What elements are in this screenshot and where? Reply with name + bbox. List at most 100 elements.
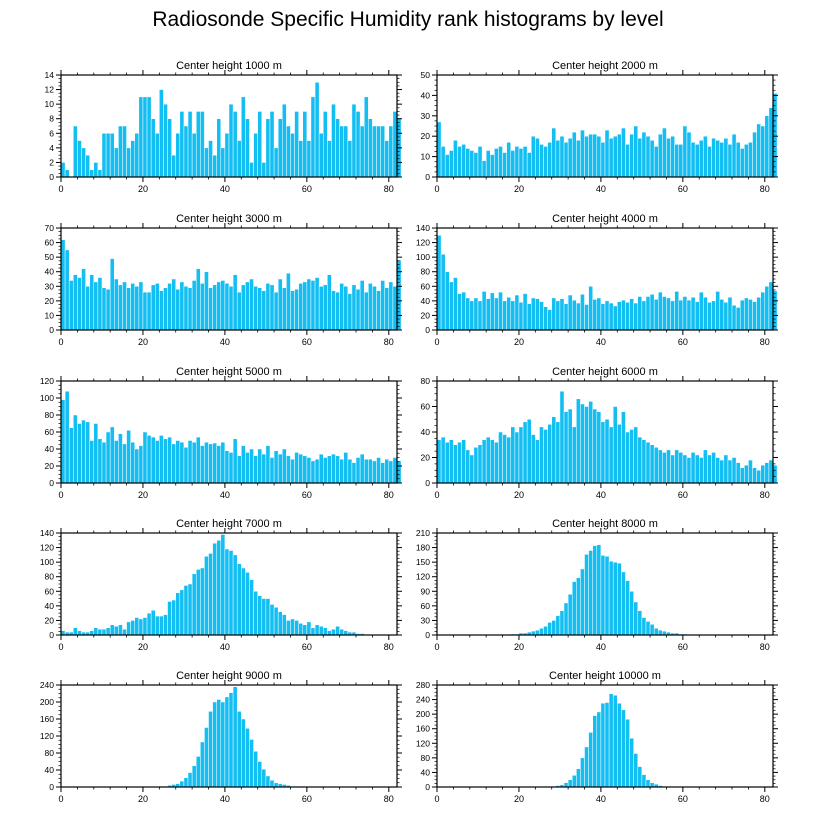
histogram-bar bbox=[93, 627, 99, 636]
histogram-bar bbox=[314, 277, 320, 331]
histogram-bar bbox=[629, 133, 634, 178]
histogram-bar bbox=[130, 140, 136, 178]
histogram-bar bbox=[64, 169, 70, 178]
x-tick-label: 20 bbox=[138, 490, 148, 500]
y-tick-label: 280 bbox=[416, 680, 430, 690]
histogram-bar bbox=[306, 140, 312, 178]
histogram-bar bbox=[678, 452, 684, 484]
x-tick-label: 40 bbox=[220, 794, 230, 804]
histogram-bar bbox=[674, 449, 680, 484]
histogram-bar bbox=[269, 284, 275, 331]
histogram-bar bbox=[368, 458, 373, 484]
histogram-bar bbox=[97, 169, 103, 178]
histogram-bar bbox=[187, 287, 193, 331]
y-tick-label: 20 bbox=[45, 615, 55, 625]
histogram-bar bbox=[649, 140, 655, 178]
histogram-bar bbox=[327, 455, 332, 484]
histogram-bar bbox=[658, 291, 663, 331]
y-tick-label: 200 bbox=[416, 709, 430, 719]
histogram-bar bbox=[514, 294, 520, 331]
y-tick-label: 40 bbox=[45, 267, 55, 277]
x-tick-label: 40 bbox=[596, 184, 606, 194]
histogram-bar bbox=[518, 148, 524, 178]
histogram-bar bbox=[142, 291, 148, 331]
histogram-bar bbox=[265, 283, 271, 331]
histogram-bar bbox=[617, 301, 622, 331]
histogram-bar bbox=[539, 627, 544, 636]
histogram-bar bbox=[200, 111, 205, 178]
histogram-bar bbox=[249, 579, 254, 636]
histogram-bar bbox=[563, 142, 569, 178]
histogram-panel: Center height 2000 m 0 20 40 60 80 0 10 20 30 40 50 bbox=[421, 60, 778, 194]
histogram-bar bbox=[236, 455, 242, 484]
histogram-bar bbox=[658, 449, 663, 484]
histogram-bar bbox=[183, 125, 189, 178]
histogram-bar bbox=[273, 782, 279, 788]
histogram-bar bbox=[191, 280, 197, 331]
histogram-bar bbox=[380, 125, 385, 178]
histogram-bar bbox=[604, 129, 610, 178]
histogram-bar bbox=[249, 739, 254, 788]
histogram-bar bbox=[339, 458, 344, 484]
histogram-bar bbox=[453, 444, 458, 484]
histogram-bar bbox=[216, 540, 222, 636]
histogram-bar bbox=[163, 103, 168, 178]
histogram-bar bbox=[502, 300, 507, 331]
x-tick-label: 80 bbox=[384, 490, 394, 500]
y-tick-label: 40 bbox=[421, 296, 431, 306]
histogram-bar bbox=[543, 626, 548, 636]
histogram-bar bbox=[662, 452, 667, 484]
histogram-bar bbox=[77, 140, 82, 178]
histogram-bar bbox=[249, 278, 254, 331]
histogram-bar bbox=[73, 274, 78, 331]
histogram-bar bbox=[551, 416, 557, 484]
histogram-bar bbox=[674, 291, 680, 331]
y-tick-label: 100 bbox=[40, 557, 54, 567]
histogram-bar bbox=[670, 135, 675, 178]
histogram-bar bbox=[723, 137, 729, 178]
histogram-bar bbox=[547, 622, 552, 636]
histogram-bar bbox=[465, 148, 471, 178]
histogram-bar bbox=[277, 611, 283, 636]
histogram-bar bbox=[109, 426, 115, 484]
histogram-bar bbox=[245, 118, 250, 178]
histogram-bar bbox=[245, 452, 250, 484]
y-tick-label: 20 bbox=[45, 461, 55, 471]
histogram-bar bbox=[535, 439, 540, 484]
histogram-bar bbox=[191, 441, 197, 484]
histogram-bar bbox=[146, 96, 152, 178]
histogram-bar bbox=[707, 146, 712, 178]
histogram-bar bbox=[576, 140, 581, 178]
histogram-bar bbox=[449, 281, 454, 331]
histogram-bar bbox=[216, 118, 222, 178]
y-tick-label: 160 bbox=[40, 714, 54, 724]
histogram-bar bbox=[596, 411, 602, 484]
histogram-bar bbox=[461, 291, 466, 331]
histogram-bar bbox=[150, 609, 156, 636]
y-tick-label: 90 bbox=[421, 586, 431, 596]
histogram-bar bbox=[195, 268, 201, 331]
histogram-bar bbox=[249, 162, 254, 178]
histogram-bar bbox=[318, 626, 324, 636]
histogram-bar bbox=[89, 169, 95, 178]
y-tick-label: 100 bbox=[416, 252, 430, 262]
histogram-bar bbox=[220, 441, 226, 484]
histogram-bar bbox=[518, 302, 524, 331]
histogram-panel: Center height 8000 m 0 20 40 60 80 0 30 60 90 120 1… bbox=[416, 518, 778, 652]
histogram-bar bbox=[580, 757, 585, 788]
histogram-bar bbox=[580, 403, 585, 484]
y-tick-label: 0 bbox=[49, 478, 54, 488]
histogram-bar bbox=[498, 431, 503, 484]
y-tick-label: 120 bbox=[40, 731, 54, 741]
histogram-bar bbox=[97, 277, 103, 331]
histogram-bar bbox=[477, 146, 483, 178]
histogram-bar bbox=[543, 429, 548, 484]
histogram-bar bbox=[739, 148, 745, 178]
histogram-bar bbox=[97, 628, 103, 636]
histogram-bar bbox=[649, 624, 655, 636]
histogram-bar bbox=[298, 453, 304, 484]
histogram-bar bbox=[666, 297, 671, 331]
histogram-bar bbox=[236, 711, 242, 788]
histogram-bar bbox=[245, 572, 250, 636]
panel-title: Center height 10000 m bbox=[549, 670, 661, 682]
